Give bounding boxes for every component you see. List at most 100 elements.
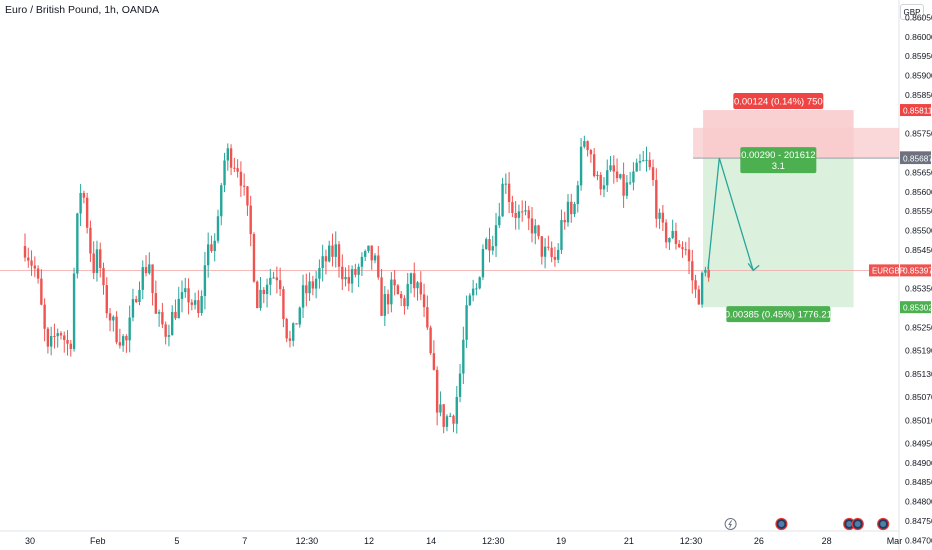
candle [174, 299, 177, 320]
candle [413, 262, 416, 298]
candle [63, 331, 66, 353]
candle-body [56, 333, 59, 337]
flag-icon [775, 517, 788, 531]
candle-body [599, 174, 602, 190]
candle [579, 138, 583, 191]
candle-body [27, 257, 30, 261]
candle-body [249, 205, 252, 235]
price-label-entry: 0.85687 [900, 152, 932, 165]
candle [301, 274, 305, 318]
candle [393, 270, 396, 296]
candle-body [347, 276, 351, 284]
price-label-text: 0.85302 [903, 302, 932, 312]
candle-body [530, 218, 534, 234]
take-profit-zone [703, 158, 854, 308]
candle-body [331, 245, 334, 257]
candle-body [687, 249, 691, 262]
candle [82, 190, 86, 204]
risk-reward-box [740, 147, 817, 174]
candle-body [377, 255, 380, 278]
candle [439, 391, 442, 417]
candle-body [363, 251, 367, 257]
candle [66, 330, 69, 356]
candle-body [360, 256, 364, 267]
candle [148, 252, 151, 275]
candle-body [197, 300, 200, 314]
candle [488, 227, 491, 263]
candle-body [229, 148, 233, 168]
candle-body [200, 295, 203, 314]
time-tick-label: 12:30 [680, 536, 703, 546]
candle [79, 183, 82, 226]
candle-body [504, 183, 508, 185]
candle-body [203, 265, 207, 296]
time-tick-label: 12 [364, 536, 374, 546]
candle-body [465, 305, 468, 340]
candle [468, 293, 472, 307]
candle-body [298, 307, 301, 325]
candle-body [700, 272, 704, 305]
take-profit-label: 0.00385 (0.45%) 1776.21 [725, 306, 832, 323]
candle-body [144, 267, 148, 274]
candle [95, 240, 99, 282]
candle-body [396, 285, 400, 295]
candle [403, 295, 406, 315]
candle-body [409, 273, 413, 284]
position-zones [0, 110, 899, 308]
price-label-box [900, 301, 931, 314]
candle [167, 324, 171, 347]
price-label-text: 0.85397 [903, 266, 932, 276]
candle [292, 322, 295, 347]
candle-body [390, 279, 393, 305]
candle-body [354, 269, 357, 275]
candle [36, 265, 40, 284]
candle [465, 295, 468, 348]
candle [422, 283, 426, 318]
candle-body [658, 212, 661, 219]
candle-body [187, 288, 190, 303]
candle-body [534, 225, 537, 234]
candle-body [265, 284, 269, 295]
candle-body [707, 269, 710, 278]
candle [350, 265, 354, 293]
candle [452, 414, 455, 433]
candle-body [301, 285, 305, 308]
candle-body [95, 249, 99, 273]
candle [615, 158, 619, 183]
candle-body [668, 237, 671, 243]
event-markers [724, 517, 890, 531]
candle [704, 266, 707, 277]
candle-body [89, 227, 92, 254]
candle [99, 242, 102, 278]
candle-body [471, 288, 475, 296]
flag-icon-center [854, 521, 861, 527]
candle-body [635, 162, 638, 172]
price-label-box [900, 104, 931, 117]
currency-selector[interactable]: GBP [900, 4, 924, 20]
candle [592, 148, 596, 178]
time-tick-label: 12:30 [482, 536, 505, 546]
candle [337, 241, 341, 278]
candle [102, 262, 105, 295]
time-tick-label: Feb [90, 536, 106, 546]
candle [628, 171, 632, 186]
candle [586, 140, 589, 157]
candle [272, 271, 275, 279]
candle [691, 249, 694, 294]
lightning-icon [724, 518, 737, 530]
candle-body [704, 269, 707, 273]
candle-body [308, 281, 311, 294]
candle [282, 286, 285, 328]
candle [92, 241, 95, 280]
candle [170, 305, 174, 336]
candle-body [566, 201, 570, 223]
candle [694, 274, 697, 298]
candle-body [694, 280, 697, 290]
candle-body [547, 246, 550, 248]
